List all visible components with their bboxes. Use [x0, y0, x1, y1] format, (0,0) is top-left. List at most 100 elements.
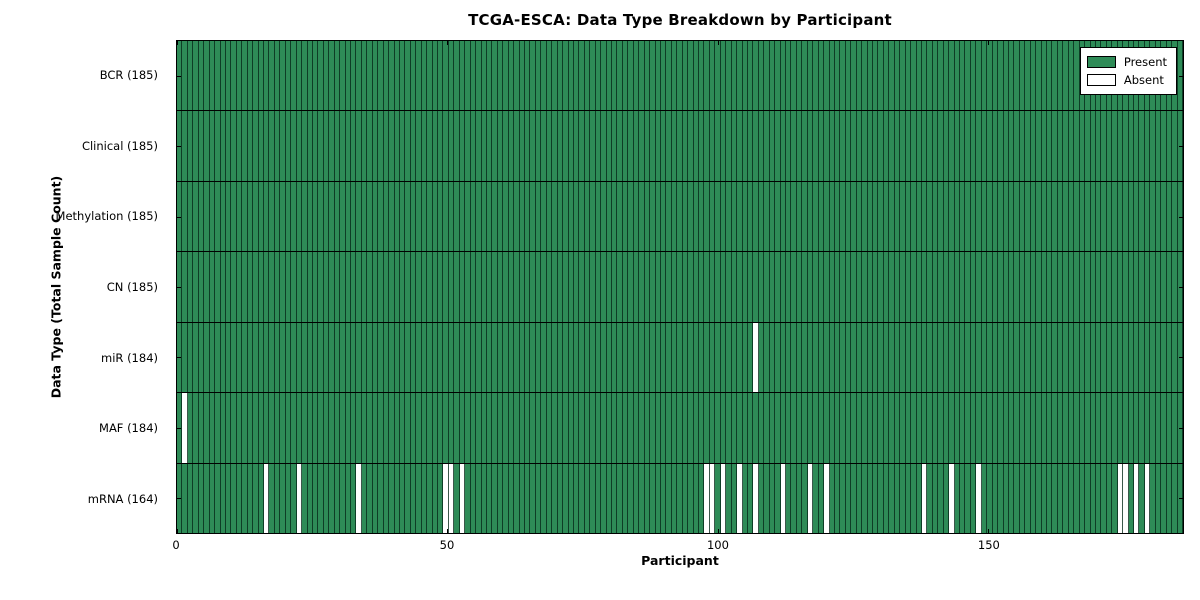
participant-cell: [791, 252, 797, 322]
participant-cell: [291, 41, 297, 111]
participant-cell: [916, 322, 922, 393]
participant-cell: [878, 463, 884, 533]
participant-cell: [834, 463, 841, 533]
participant-cell: [883, 181, 890, 252]
participant-cell: [677, 181, 683, 252]
participant-cell: [280, 322, 286, 393]
participant-cell: [546, 181, 553, 252]
participant-cell: [998, 393, 1004, 463]
participant-cell: [862, 181, 868, 252]
participant-cell: [552, 252, 558, 322]
participant-cell: [943, 181, 950, 252]
participant-cell: [1063, 41, 1069, 111]
participant-cell: [606, 393, 612, 463]
participant-cell: [742, 41, 748, 111]
participant-cell: [726, 463, 732, 533]
participant-cell: [938, 41, 944, 111]
participant-cell: [916, 463, 922, 533]
participant-cell: [427, 41, 433, 111]
participant-cell: [845, 111, 852, 181]
participant-cell: [840, 111, 846, 181]
participant-cell: [296, 463, 303, 533]
participant-cell: [215, 463, 221, 533]
participant-cell: [791, 322, 797, 393]
participant-cell: [215, 181, 221, 252]
participant-cell: [992, 322, 999, 393]
participant-cell: [1095, 463, 1102, 533]
participant-cell: [1128, 463, 1134, 533]
participant-cell: [1030, 41, 1037, 111]
participant-cell: [1161, 111, 1167, 181]
participant-cell: [671, 181, 678, 252]
participant-cell: [970, 322, 977, 393]
participant-cell: [633, 393, 640, 463]
participant-cell: [960, 393, 966, 463]
participant-cell: [438, 252, 444, 322]
participant-cell: [916, 111, 922, 181]
participant-cell: [269, 322, 275, 393]
participant-cell: [834, 252, 841, 322]
participant-cell: [758, 111, 765, 181]
participant-cell: [525, 393, 531, 463]
participant-cell: [954, 393, 960, 463]
participant-cell: [622, 252, 629, 322]
participant-cell: [845, 252, 852, 322]
legend-entry-present: Present: [1086, 53, 1167, 71]
participant-cell: [976, 393, 982, 463]
participant-cell: [307, 252, 313, 322]
participant-cell: [709, 181, 716, 252]
participant-cell: [1117, 111, 1124, 181]
participant-cell: [1052, 181, 1058, 252]
participant-cell: [497, 252, 504, 322]
participant-cell: [894, 111, 901, 181]
participant-cell: [775, 252, 781, 322]
participant-cell: [1047, 252, 1053, 322]
participant-cell: [1166, 463, 1173, 533]
participant-cell: [905, 41, 912, 111]
participant-cell: [285, 111, 292, 181]
participant-cell: [617, 252, 623, 322]
participant-cell: [465, 111, 471, 181]
participant-cell: [960, 322, 966, 393]
x-tick-mark: [177, 41, 178, 45]
y-tick-mark: [177, 287, 181, 288]
participant-cell: [1074, 463, 1080, 533]
participant-cell: [802, 322, 808, 393]
participant-cell: [225, 393, 232, 463]
participant-cell: [486, 252, 493, 322]
participant-cell: [807, 252, 814, 322]
participant-cell: [622, 181, 629, 252]
participant-cell: [867, 252, 873, 322]
participant-cell: [552, 322, 558, 393]
participant-cell: [617, 322, 623, 393]
participant-cell: [1041, 463, 1047, 533]
participant-cell: [1063, 322, 1069, 393]
legend-label: Present: [1123, 55, 1167, 69]
participant-cell: [796, 463, 803, 533]
participant-cell: [889, 181, 895, 252]
participant-cell: [1019, 322, 1026, 393]
participant-cell: [758, 393, 765, 463]
participant-cell: [595, 463, 602, 533]
participant-cell: [954, 111, 960, 181]
participant-cell: [236, 463, 243, 533]
participant-cell: [693, 322, 699, 393]
participant-cell: [1008, 41, 1015, 111]
data-type-row-mRNA: [177, 462, 1183, 533]
participant-cell: [726, 111, 732, 181]
participant-cell: [427, 252, 433, 322]
participant-cell: [486, 393, 493, 463]
participant-cell: [405, 393, 411, 463]
participant-cell: [573, 463, 580, 533]
participant-cell: [851, 393, 857, 463]
participant-cell: [351, 252, 357, 322]
participant-cell: [399, 111, 406, 181]
participant-cell: [552, 393, 558, 463]
participant-cell: [584, 111, 591, 181]
participant-cell: [938, 393, 944, 463]
participant-cell: [187, 393, 194, 463]
participant-cell: [758, 322, 765, 393]
participant-cell: [427, 181, 433, 252]
participant-cell: [911, 181, 917, 252]
